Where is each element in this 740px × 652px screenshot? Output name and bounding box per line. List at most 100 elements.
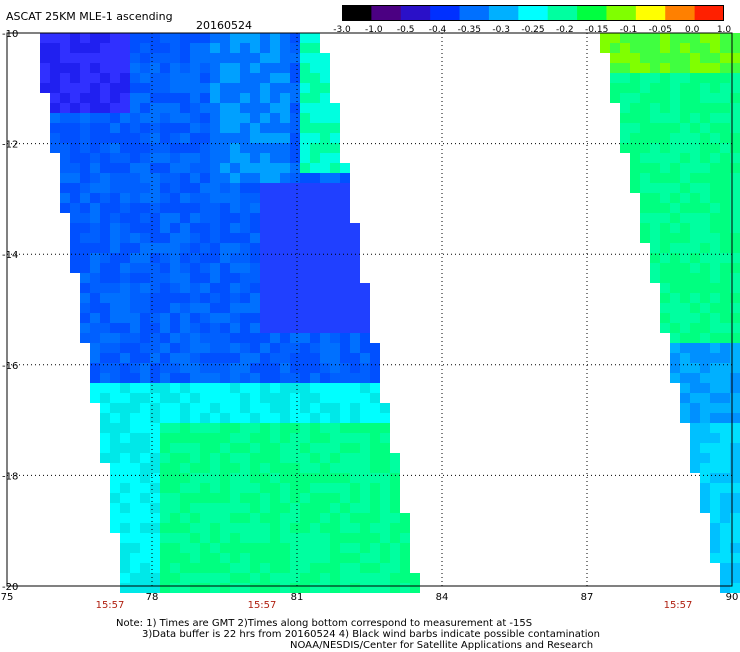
swath-cell xyxy=(180,93,190,103)
swath-cell xyxy=(710,313,720,323)
note-line-2: 3)Data buffer is 22 hrs from 20160524 4)… xyxy=(142,629,600,640)
swath-cell xyxy=(670,323,680,333)
swath-cell xyxy=(170,493,180,503)
swath-cell xyxy=(330,523,340,533)
swath-cell xyxy=(270,253,280,263)
swath-cell xyxy=(130,443,140,453)
swath-cell xyxy=(690,53,700,63)
swath-cell xyxy=(120,253,130,263)
swath-cell xyxy=(720,483,730,493)
swath-cell xyxy=(290,533,300,543)
swath-cell xyxy=(640,123,650,133)
swath-cell xyxy=(330,243,340,253)
swath-cell xyxy=(160,293,170,303)
swath-cell xyxy=(240,583,250,593)
swath-cell xyxy=(210,33,220,43)
swath-cell xyxy=(380,433,390,443)
swath-cell xyxy=(280,363,290,373)
swath-cell xyxy=(730,503,740,513)
swath-cell xyxy=(690,183,700,193)
swath-cell xyxy=(240,33,250,43)
swath-cell xyxy=(300,243,310,253)
swath-cell xyxy=(680,373,690,383)
swath-cell xyxy=(320,333,330,343)
swath-cell xyxy=(660,163,670,173)
swath-cell xyxy=(730,523,740,533)
swath-cell xyxy=(720,243,730,253)
swath-cell xyxy=(80,333,90,343)
swath-cell xyxy=(100,453,110,463)
swath-cell xyxy=(170,93,180,103)
swath-cell xyxy=(280,563,290,573)
swath-cell xyxy=(140,293,150,303)
swath-cell xyxy=(220,583,230,593)
swath-cell xyxy=(730,493,740,503)
swath-cell xyxy=(640,83,650,93)
swath-cell xyxy=(230,453,240,463)
swath-cell xyxy=(110,113,120,123)
swath-cell xyxy=(180,53,190,63)
swath-cell xyxy=(320,133,330,143)
swath-cell xyxy=(190,33,200,43)
swath-cell xyxy=(140,563,150,573)
colorbar-segment xyxy=(665,5,696,21)
swath-cell xyxy=(240,83,250,93)
swath-cell xyxy=(260,533,270,543)
swath-cell xyxy=(700,503,710,513)
swath-cell xyxy=(260,283,270,293)
swath-cell xyxy=(90,303,100,313)
swath-cell xyxy=(250,333,260,343)
swath-cell xyxy=(640,73,650,83)
swath-cell xyxy=(190,393,200,403)
swath-cell xyxy=(340,453,350,463)
swath-cell xyxy=(300,423,310,433)
swath-cell xyxy=(310,333,320,343)
swath-cell xyxy=(710,233,720,243)
swath-cell xyxy=(160,413,170,423)
colorbar-labels: -3.0 -1.0 -0.5 -0.4 -0.35 -0.3 -0.25 -0.2 -0.15-… xyxy=(330,25,731,37)
swath-cell xyxy=(710,473,720,483)
swath-cell xyxy=(320,563,330,573)
swath-cell xyxy=(350,443,360,453)
swath-cell xyxy=(90,93,100,103)
swath-cell xyxy=(690,413,700,423)
swath-cell xyxy=(180,543,190,553)
swath-cell xyxy=(190,473,200,483)
swath-cell xyxy=(320,283,330,293)
swath-cell xyxy=(180,453,190,463)
swath-cell xyxy=(120,173,130,183)
swath-cell xyxy=(130,503,140,513)
swath-cell xyxy=(200,163,210,173)
lon-label: 78 xyxy=(146,592,159,603)
swath-cell xyxy=(300,443,310,453)
swath-cell xyxy=(170,233,180,243)
colorbar-segment xyxy=(635,5,666,21)
swath-cell xyxy=(330,443,340,453)
swath-cell xyxy=(660,113,670,123)
swath-cell xyxy=(270,583,280,593)
swath-cell xyxy=(240,273,250,283)
swath-cell xyxy=(180,423,190,433)
swath-cell xyxy=(390,453,400,463)
swath-cell xyxy=(60,93,70,103)
swath-cell xyxy=(170,33,180,43)
swath-cell xyxy=(200,143,210,153)
swath-cell xyxy=(70,243,80,253)
swath-cell xyxy=(180,433,190,443)
swath-cell xyxy=(330,283,340,293)
swath-cell xyxy=(730,83,740,93)
swath-cell xyxy=(670,53,680,63)
swath-cell xyxy=(330,413,340,423)
colorbar-segment xyxy=(371,5,402,21)
swath-cell xyxy=(230,563,240,573)
swath-cell xyxy=(290,193,300,203)
swath-cell xyxy=(710,393,720,403)
swath-cell xyxy=(150,383,160,393)
swath-cell xyxy=(190,223,200,233)
swath-cell xyxy=(370,393,380,403)
swath-cell xyxy=(120,113,130,123)
swath-cell xyxy=(330,263,340,273)
swath-cell xyxy=(120,443,130,453)
swath-cell xyxy=(290,233,300,243)
swath-cell xyxy=(730,153,740,163)
